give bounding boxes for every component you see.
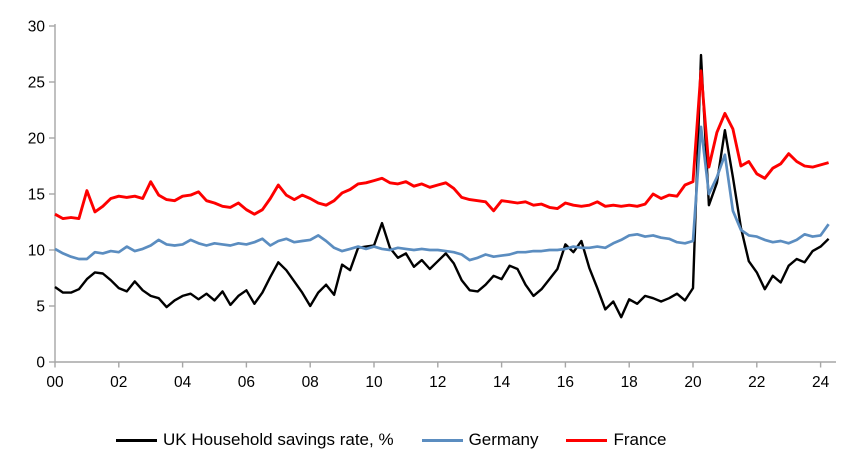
france-legend-label: France <box>613 430 667 449</box>
x-tick-label: 04 <box>174 374 192 391</box>
x-tick-label: 22 <box>748 374 765 391</box>
y-tick-label: 20 <box>28 131 46 148</box>
uk-line-swatch <box>116 438 157 442</box>
y-tick-label: 25 <box>28 75 45 92</box>
x-tick-label: 02 <box>110 374 127 391</box>
x-tick-label: 16 <box>557 374 574 391</box>
x-tick-label: 20 <box>684 374 702 391</box>
axes <box>49 24 836 368</box>
x-tick-label: 08 <box>302 374 319 391</box>
x-tick-label: 06 <box>238 374 255 391</box>
x-tick-label: 14 <box>493 374 511 391</box>
x-tick-label: 00 <box>46 374 64 391</box>
y-tick-label: 15 <box>28 187 45 204</box>
data-series-lines <box>54 53 830 319</box>
y-tick-label: 0 <box>36 355 45 372</box>
x-axis-tick-labels: 00 02 04 06 08 10 12 14 16 18 20 22 24 <box>46 374 829 391</box>
y-tick-label: 10 <box>28 243 46 260</box>
x-tick-label: 12 <box>429 374 446 391</box>
x-tick-label: 18 <box>621 374 638 391</box>
series-line-2 <box>54 69 830 221</box>
x-tick-label: 24 <box>812 374 830 391</box>
germany-legend-label: Germany <box>468 430 539 449</box>
series-line-1 <box>54 125 830 262</box>
x-tick-label: 10 <box>365 374 383 391</box>
france-line-swatch <box>566 438 608 442</box>
y-tick-label: 5 <box>36 299 45 316</box>
chart-legend: UK Household savings rate, % Germany Fra… <box>0 429 852 451</box>
uk-legend-label: UK Household savings rate, % <box>163 430 394 449</box>
legend-item-france: France <box>566 429 666 451</box>
y-axis-tick-labels: 0 5 10 15 20 25 30 <box>28 19 46 372</box>
legend-item-uk: UK Household savings rate, % <box>116 429 394 451</box>
legend-item-germany: Germany <box>421 429 539 451</box>
y-tick-label: 30 <box>28 19 46 36</box>
germany-line-swatch <box>421 438 463 442</box>
